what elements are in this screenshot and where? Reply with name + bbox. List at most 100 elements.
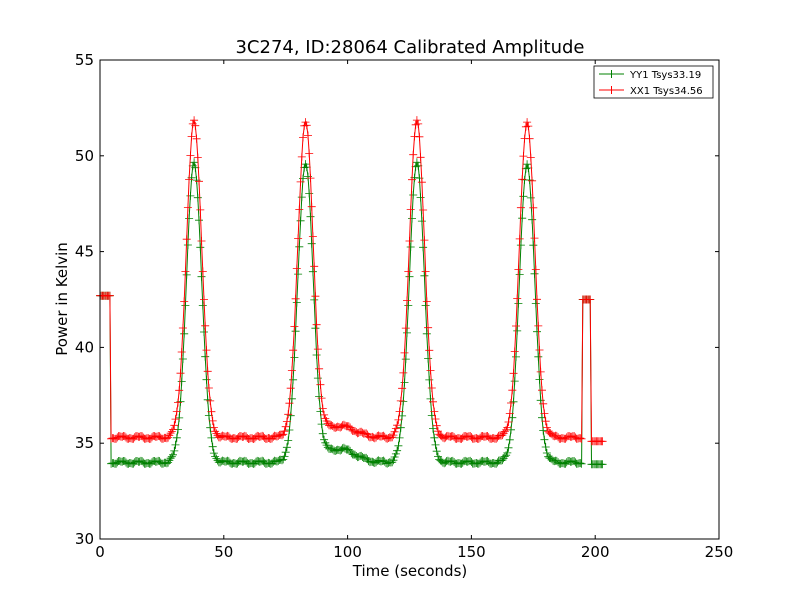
data-point xyxy=(202,346,211,355)
data-point xyxy=(424,323,433,332)
data-point xyxy=(296,177,305,186)
data-point xyxy=(207,407,216,416)
data-point xyxy=(182,270,191,279)
data-point xyxy=(536,367,545,376)
data-point xyxy=(542,449,551,457)
data-point xyxy=(284,436,293,445)
data-point xyxy=(516,241,525,250)
data-point xyxy=(518,175,527,184)
tick-layer: 0 50 100 150 200 250 30 35 40 45 50 55 xyxy=(75,51,733,561)
data-point xyxy=(505,409,514,418)
data-point xyxy=(542,423,551,432)
data-point xyxy=(408,175,416,184)
data-point xyxy=(285,399,294,408)
data-point xyxy=(523,160,532,169)
data-point xyxy=(389,456,398,465)
data-point xyxy=(311,292,320,301)
x-tick-label: 50 xyxy=(214,543,233,561)
data-point xyxy=(164,458,173,467)
y-tick-label: 45 xyxy=(75,243,94,261)
legend-box xyxy=(593,65,714,99)
data-point xyxy=(294,234,303,243)
data-point xyxy=(395,407,404,416)
data-point xyxy=(193,193,202,202)
data-point xyxy=(306,174,315,183)
data-point xyxy=(170,421,179,430)
y-tick-label: 55 xyxy=(75,51,94,69)
data-point xyxy=(530,234,539,243)
data-point xyxy=(306,212,315,221)
data-point xyxy=(395,433,404,442)
data-point xyxy=(526,153,535,162)
data-point xyxy=(528,215,537,224)
data-point xyxy=(523,118,532,127)
data-point xyxy=(171,415,180,424)
data-point xyxy=(207,433,216,442)
data-point xyxy=(297,193,306,202)
legend-label-yy1: YY1 Tsys33.19 xyxy=(629,70,701,81)
y-tick-label: 40 xyxy=(75,338,94,356)
series-layer xyxy=(96,116,607,469)
data-point xyxy=(196,243,205,252)
data-point xyxy=(320,435,329,444)
y-tick-label: 30 xyxy=(75,530,94,548)
data-point xyxy=(504,443,513,452)
data-point xyxy=(296,216,305,225)
data-point xyxy=(295,242,304,251)
x-tick-label: 0 xyxy=(95,543,105,561)
data-point xyxy=(176,369,185,378)
data-point xyxy=(211,427,220,436)
data-point xyxy=(105,291,114,300)
data-point xyxy=(172,407,181,416)
data-point xyxy=(193,153,202,162)
data-point xyxy=(431,440,440,449)
data-point xyxy=(295,205,304,214)
data-point xyxy=(431,415,440,423)
data-point xyxy=(510,377,519,386)
data-point xyxy=(430,407,439,416)
data-point xyxy=(305,189,314,198)
data-point xyxy=(177,348,186,356)
data-point xyxy=(316,380,325,389)
data-point xyxy=(393,446,402,455)
data-point xyxy=(304,131,312,140)
data-point xyxy=(533,295,541,304)
data-point xyxy=(414,119,423,128)
data-point xyxy=(286,384,295,393)
data-point xyxy=(427,384,436,392)
data-point xyxy=(512,352,520,361)
data-point xyxy=(576,459,585,468)
data-point xyxy=(535,375,544,384)
data-point xyxy=(406,205,415,214)
data-point xyxy=(312,320,321,329)
y-tick-label: 35 xyxy=(75,434,94,452)
plot-frame xyxy=(99,59,720,540)
data-point xyxy=(514,265,523,274)
legend-marker-yy1 xyxy=(607,70,616,78)
data-point xyxy=(282,443,291,452)
data-point xyxy=(208,442,217,451)
data-point xyxy=(175,386,184,395)
data-point xyxy=(196,205,205,214)
data-point xyxy=(209,423,218,432)
data-point xyxy=(425,375,434,384)
data-point xyxy=(403,328,411,337)
y-axis-label: Power in Kelvin xyxy=(53,242,71,356)
data-point xyxy=(315,364,324,373)
data-point xyxy=(410,132,419,141)
data-point xyxy=(394,441,403,450)
data-point xyxy=(190,158,199,167)
data-point xyxy=(398,384,407,393)
data-point xyxy=(421,267,430,276)
data-point xyxy=(191,121,200,130)
data-point xyxy=(174,398,182,407)
data-point xyxy=(400,348,409,357)
data-point xyxy=(282,417,291,426)
data-point xyxy=(419,243,428,252)
data-point xyxy=(200,328,208,336)
data-point xyxy=(512,322,520,330)
data-point xyxy=(432,421,441,430)
data-point xyxy=(514,299,523,308)
data-point xyxy=(175,413,184,422)
data-point xyxy=(416,193,425,202)
